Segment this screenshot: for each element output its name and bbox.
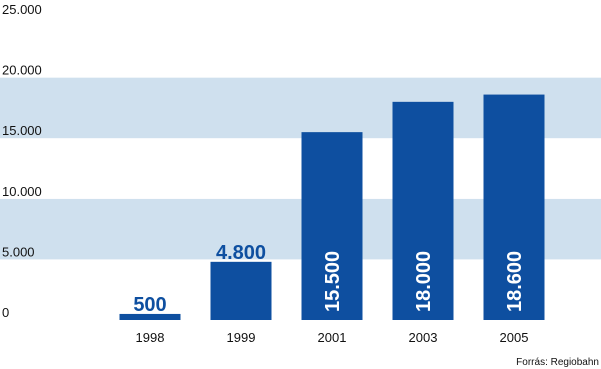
bars — [119, 94, 545, 321]
data-label: 18.000 — [413, 251, 435, 312]
bar — [392, 101, 454, 320]
source-note: Forrás: Regiobahn — [516, 357, 599, 368]
bar — [483, 94, 545, 321]
bar — [119, 313, 181, 320]
x-axis-ticks: 1998 1999 2001 2003 2005 — [136, 330, 529, 345]
bar — [210, 261, 272, 320]
x-tick-label: 2005 — [500, 330, 529, 345]
x-tick-label: 2001 — [318, 330, 347, 345]
y-tick-label: 5.000 — [2, 244, 35, 259]
y-tick-label: 25.000 — [2, 2, 42, 17]
x-tick-label: 1999 — [227, 330, 256, 345]
grid-band — [0, 17, 601, 78]
y-tick-label: 0 — [2, 305, 9, 320]
data-label: 18.600 — [504, 251, 526, 312]
bar — [301, 132, 363, 320]
y-tick-label: 20.000 — [2, 63, 42, 78]
data-label: 15.500 — [322, 251, 344, 312]
y-tick-label: 15.000 — [2, 123, 42, 138]
x-tick-label: 2003 — [409, 330, 438, 345]
x-tick-label: 1998 — [136, 330, 165, 345]
y-axis-ticks: 0 5.000 10.000 15.000 20.000 25.000 — [2, 2, 42, 320]
y-tick-label: 10.000 — [2, 184, 42, 199]
data-label: 4.800 — [216, 242, 266, 264]
data-label: 500 — [133, 294, 166, 316]
data-labels: 500 4.800 15.500 18.000 18.600 — [133, 242, 526, 316]
